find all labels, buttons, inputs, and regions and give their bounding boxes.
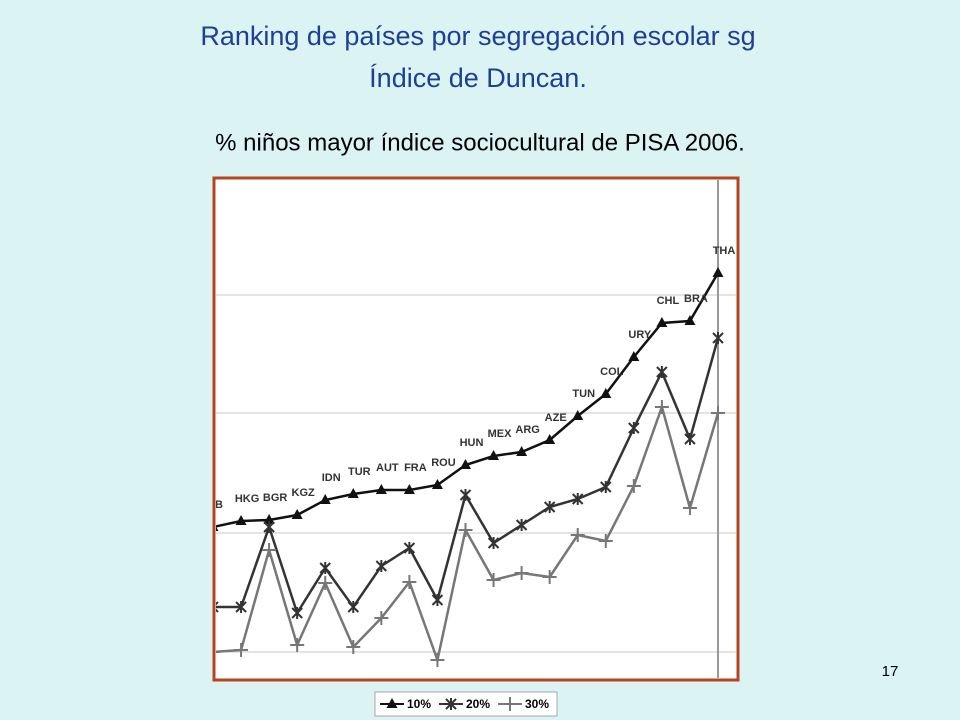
marker <box>375 560 388 572</box>
marker <box>543 501 556 513</box>
marker <box>488 450 500 460</box>
marker <box>263 521 275 533</box>
marker <box>290 638 305 652</box>
page-number: 17 <box>882 663 899 680</box>
marker <box>628 351 640 361</box>
marker <box>318 576 333 590</box>
marker <box>291 607 303 619</box>
legend-marker <box>386 698 398 708</box>
category-label: FRA <box>404 462 427 474</box>
title: Índice de Duncan. <box>369 63 587 93</box>
marker <box>570 528 585 542</box>
marker <box>235 515 247 525</box>
marker <box>403 484 415 494</box>
marker <box>235 601 247 613</box>
marker <box>712 267 724 277</box>
marker <box>402 575 417 589</box>
marker <box>347 488 359 498</box>
category-label: BGR <box>263 492 288 504</box>
legend-label: 30% <box>525 697 549 711</box>
marker <box>216 601 219 613</box>
category-label: CHL <box>657 295 680 307</box>
marker <box>234 643 249 657</box>
marker <box>656 317 668 327</box>
marker <box>544 434 556 444</box>
marker <box>628 422 640 434</box>
category-label: COL <box>600 366 624 378</box>
legend-label: 10% <box>407 697 431 711</box>
category-label: THA <box>713 245 736 257</box>
category-label: KGZ <box>292 487 316 499</box>
subtitle: % niños mayor índice sociocultural de PI… <box>215 129 745 156</box>
marker <box>542 570 557 584</box>
marker <box>515 519 528 531</box>
legend-label: 20% <box>466 697 490 711</box>
marker <box>682 501 697 515</box>
marker <box>347 601 359 613</box>
marker <box>319 562 331 574</box>
marker <box>684 433 696 445</box>
marker <box>375 484 387 494</box>
marker <box>458 523 473 537</box>
marker <box>600 481 612 493</box>
category-label: TUR <box>348 466 371 478</box>
category-label: IDN <box>322 472 341 484</box>
category-label: MEX <box>488 428 513 440</box>
marker <box>572 493 584 505</box>
marker <box>460 459 471 469</box>
category-label: HUN <box>460 437 484 449</box>
marker <box>431 479 443 489</box>
marker <box>346 640 361 654</box>
marker <box>487 537 500 549</box>
marker <box>403 542 416 554</box>
legend <box>374 691 558 717</box>
category-label: TUN <box>572 388 595 400</box>
marker <box>262 543 277 557</box>
marker <box>216 526 219 531</box>
marker <box>572 410 584 420</box>
chart-frame <box>212 176 740 682</box>
category-label: AUT <box>376 462 399 474</box>
marker <box>263 514 275 524</box>
marker <box>319 494 331 504</box>
marker <box>431 594 444 606</box>
category-label: HKG <box>235 493 259 505</box>
marker <box>712 332 724 344</box>
marker <box>486 573 501 587</box>
category-label: BRA <box>684 293 708 305</box>
marker <box>459 489 472 501</box>
legend-marker <box>445 698 457 710</box>
marker <box>514 566 529 580</box>
category-label: URY <box>628 329 651 341</box>
marker <box>291 509 303 519</box>
category-label: ROU <box>431 457 456 469</box>
marker <box>656 366 668 378</box>
category-label: AZE <box>545 412 567 424</box>
marker <box>430 653 445 667</box>
marker <box>374 611 389 625</box>
marker <box>684 315 696 325</box>
marker <box>598 534 613 548</box>
legend-marker <box>503 697 517 711</box>
marker <box>711 406 725 420</box>
category-label: ARG <box>515 424 539 436</box>
marker <box>600 388 612 398</box>
category-label: B <box>215 499 223 511</box>
marker <box>626 479 641 493</box>
title: Ranking de países por segregación escola… <box>200 21 755 51</box>
marker <box>654 400 669 414</box>
plot: B HKG BGR KGZ IDN TUR AUT FRA ROU HUN MEX ARG AZE TUN… <box>215 180 736 678</box>
marker <box>216 651 220 653</box>
marker <box>516 446 528 456</box>
